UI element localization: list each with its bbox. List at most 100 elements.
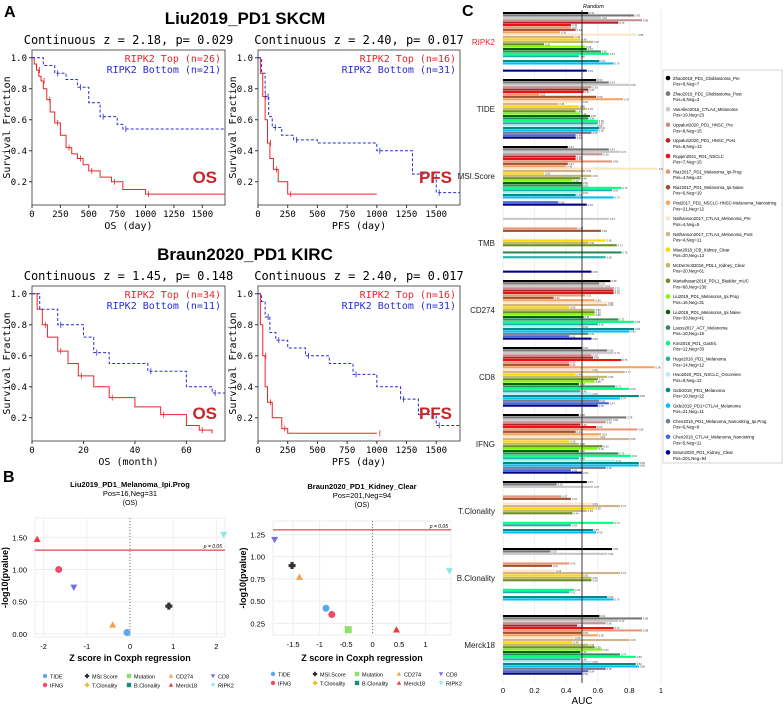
legend-label: CD274 xyxy=(404,673,421,679)
auc-bar xyxy=(503,428,638,431)
auc-bar xyxy=(503,452,619,455)
auc-bar xyxy=(503,12,589,15)
legend-counts: Pos=201,Neg=94 xyxy=(673,456,707,461)
bar-value-label: 0.40 xyxy=(567,164,573,168)
bar-value-label: 0.75 xyxy=(623,358,629,362)
category-label: CD8 xyxy=(479,373,496,382)
legend-dataset: Zhao2019_PD1_Glioblastoma_Pre xyxy=(673,76,740,81)
auc-bar-chart: 0 0.2 0.4 0.6 0.8 1AUCRIPK20.540.830.620.880.… xyxy=(457,4,665,707)
bar-value-label: 0.45 xyxy=(575,636,581,640)
bar-value-label: 0.49 xyxy=(581,38,587,42)
x-tick-label: 0 xyxy=(501,686,505,695)
auc-bar xyxy=(503,174,592,177)
x-axis-label: AUC xyxy=(571,696,592,707)
x-tick-label: 1000 xyxy=(135,210,157,220)
dataset-legend: Zhao2019_PD1_Glioblastoma_PrePos=8,Neg=7… xyxy=(662,69,783,464)
km-legend-entry: RIPK2 Bottom (n=31) xyxy=(342,65,456,76)
x-tick-label: 0 xyxy=(29,446,34,456)
legend-counts: Pos=20,Neg=13 xyxy=(673,253,705,258)
bar-value-label: 0.61 xyxy=(600,435,606,439)
legend-dot xyxy=(665,403,671,408)
x-tick-label: 0 xyxy=(255,210,260,220)
x-axis-label: OS (day) xyxy=(104,221,152,232)
legend-dataset: Miao2018_ICB_Kidney_Clear xyxy=(673,247,730,252)
legend-counts: Pos=6,Neg=9 xyxy=(673,425,700,430)
bar-value-label: 0.58 xyxy=(596,380,602,384)
y-tick-label: 1.50 xyxy=(12,533,27,542)
legend-dot xyxy=(665,231,671,237)
auc-bar xyxy=(503,631,582,634)
auc-bar xyxy=(503,564,552,567)
legend-label: Mutation xyxy=(134,675,155,681)
auc-bar xyxy=(503,562,570,565)
point-ripk2 xyxy=(445,568,453,575)
bar-value-label: 0.83 xyxy=(635,14,641,18)
bar-value-label: 0.59 xyxy=(597,78,603,82)
bar-value-label: 0.50 xyxy=(583,191,589,195)
scatter-plot: Liu2019_PD1_Melanoma_Ipi.ProgPos=16,Neg=… xyxy=(0,480,234,690)
bar-value-label: 0.42 xyxy=(570,306,576,310)
auc-bar xyxy=(503,107,587,110)
x-tick-label: 250 xyxy=(280,210,296,220)
auc-bar xyxy=(503,79,597,82)
bar-value-label: 0.74 xyxy=(621,504,627,508)
bar-value-label: 0.51 xyxy=(585,90,591,94)
legend-counts: Pos=10,Neg=15 xyxy=(673,331,705,336)
auc-bar xyxy=(503,19,643,22)
auc-bar xyxy=(503,665,639,668)
bar-value-label: 0.76 xyxy=(624,97,630,101)
auc-bar xyxy=(503,318,619,321)
x-tick-label: 250 xyxy=(280,446,296,456)
auc-bar xyxy=(503,495,562,498)
bar-value-label: 0.33 xyxy=(556,569,562,573)
legend-label: T.Clonality xyxy=(92,684,118,690)
auc-bar xyxy=(503,117,589,120)
panel-label-a: A xyxy=(4,4,16,21)
y-axis-label: Survival Fraction xyxy=(2,76,13,178)
bar-value-label: 0.61 xyxy=(600,282,606,286)
y-tick-label: 0.2 xyxy=(237,178,253,188)
endpoint-label: OS xyxy=(192,168,217,187)
auc-bar xyxy=(503,289,614,292)
bar-value-label: 0.46 xyxy=(577,193,583,197)
bar-value-label: 0.44 xyxy=(574,179,580,183)
bar-value-label: 0.96 xyxy=(656,365,662,369)
plot-frame xyxy=(31,285,226,442)
bar-value-label: 0.65 xyxy=(607,239,613,243)
legend-dataset: Nathanson2017_CTLA4_Melanoma_Post xyxy=(673,232,753,237)
plot-frame xyxy=(257,285,461,442)
auc-bar xyxy=(503,497,571,500)
auc-bar xyxy=(503,402,609,405)
auc-bar xyxy=(503,88,589,91)
km-subtitle: Continuous z = 2.18, p= 0.029 xyxy=(24,33,234,47)
auc-bar xyxy=(503,33,638,36)
x-tick-label: 500 xyxy=(81,210,97,220)
x-tick-label: 1 xyxy=(659,686,663,695)
legend-counts: Pos=9,Neg=12 xyxy=(673,378,702,383)
auc-bar xyxy=(503,100,582,103)
legend-label: CD8 xyxy=(446,673,457,679)
point-merck18 xyxy=(392,626,400,633)
bar-value-label: 0.85 xyxy=(638,428,644,432)
legend-dot xyxy=(665,294,671,299)
bar-value-label: 0.62 xyxy=(602,432,608,436)
bar-value-label: 0.60 xyxy=(599,119,605,123)
bar-value-label: 0.46 xyxy=(577,157,583,161)
auc-bar xyxy=(503,373,576,376)
bar-value-label: 0.88 xyxy=(643,629,649,633)
bar-value-label: 0.35 xyxy=(559,102,565,106)
plot-area xyxy=(272,520,452,636)
auc-bar xyxy=(503,579,592,582)
bar-value-label: 0.56 xyxy=(592,660,598,664)
bar-value-label: 0.63 xyxy=(604,152,610,156)
bar-value-label: 0.57 xyxy=(594,40,600,44)
bar-value-label: 0.46 xyxy=(577,133,583,137)
random-label: Random xyxy=(583,4,604,10)
bar-value-label: 0.86 xyxy=(640,461,646,465)
auc-bar xyxy=(503,127,600,130)
category-label: RIPK2 xyxy=(472,38,496,47)
auc-bar xyxy=(503,387,630,390)
bar-value-label: 0.62 xyxy=(602,229,608,233)
y-tick-label: 0.4 xyxy=(11,147,27,157)
auc-bar xyxy=(503,596,608,599)
